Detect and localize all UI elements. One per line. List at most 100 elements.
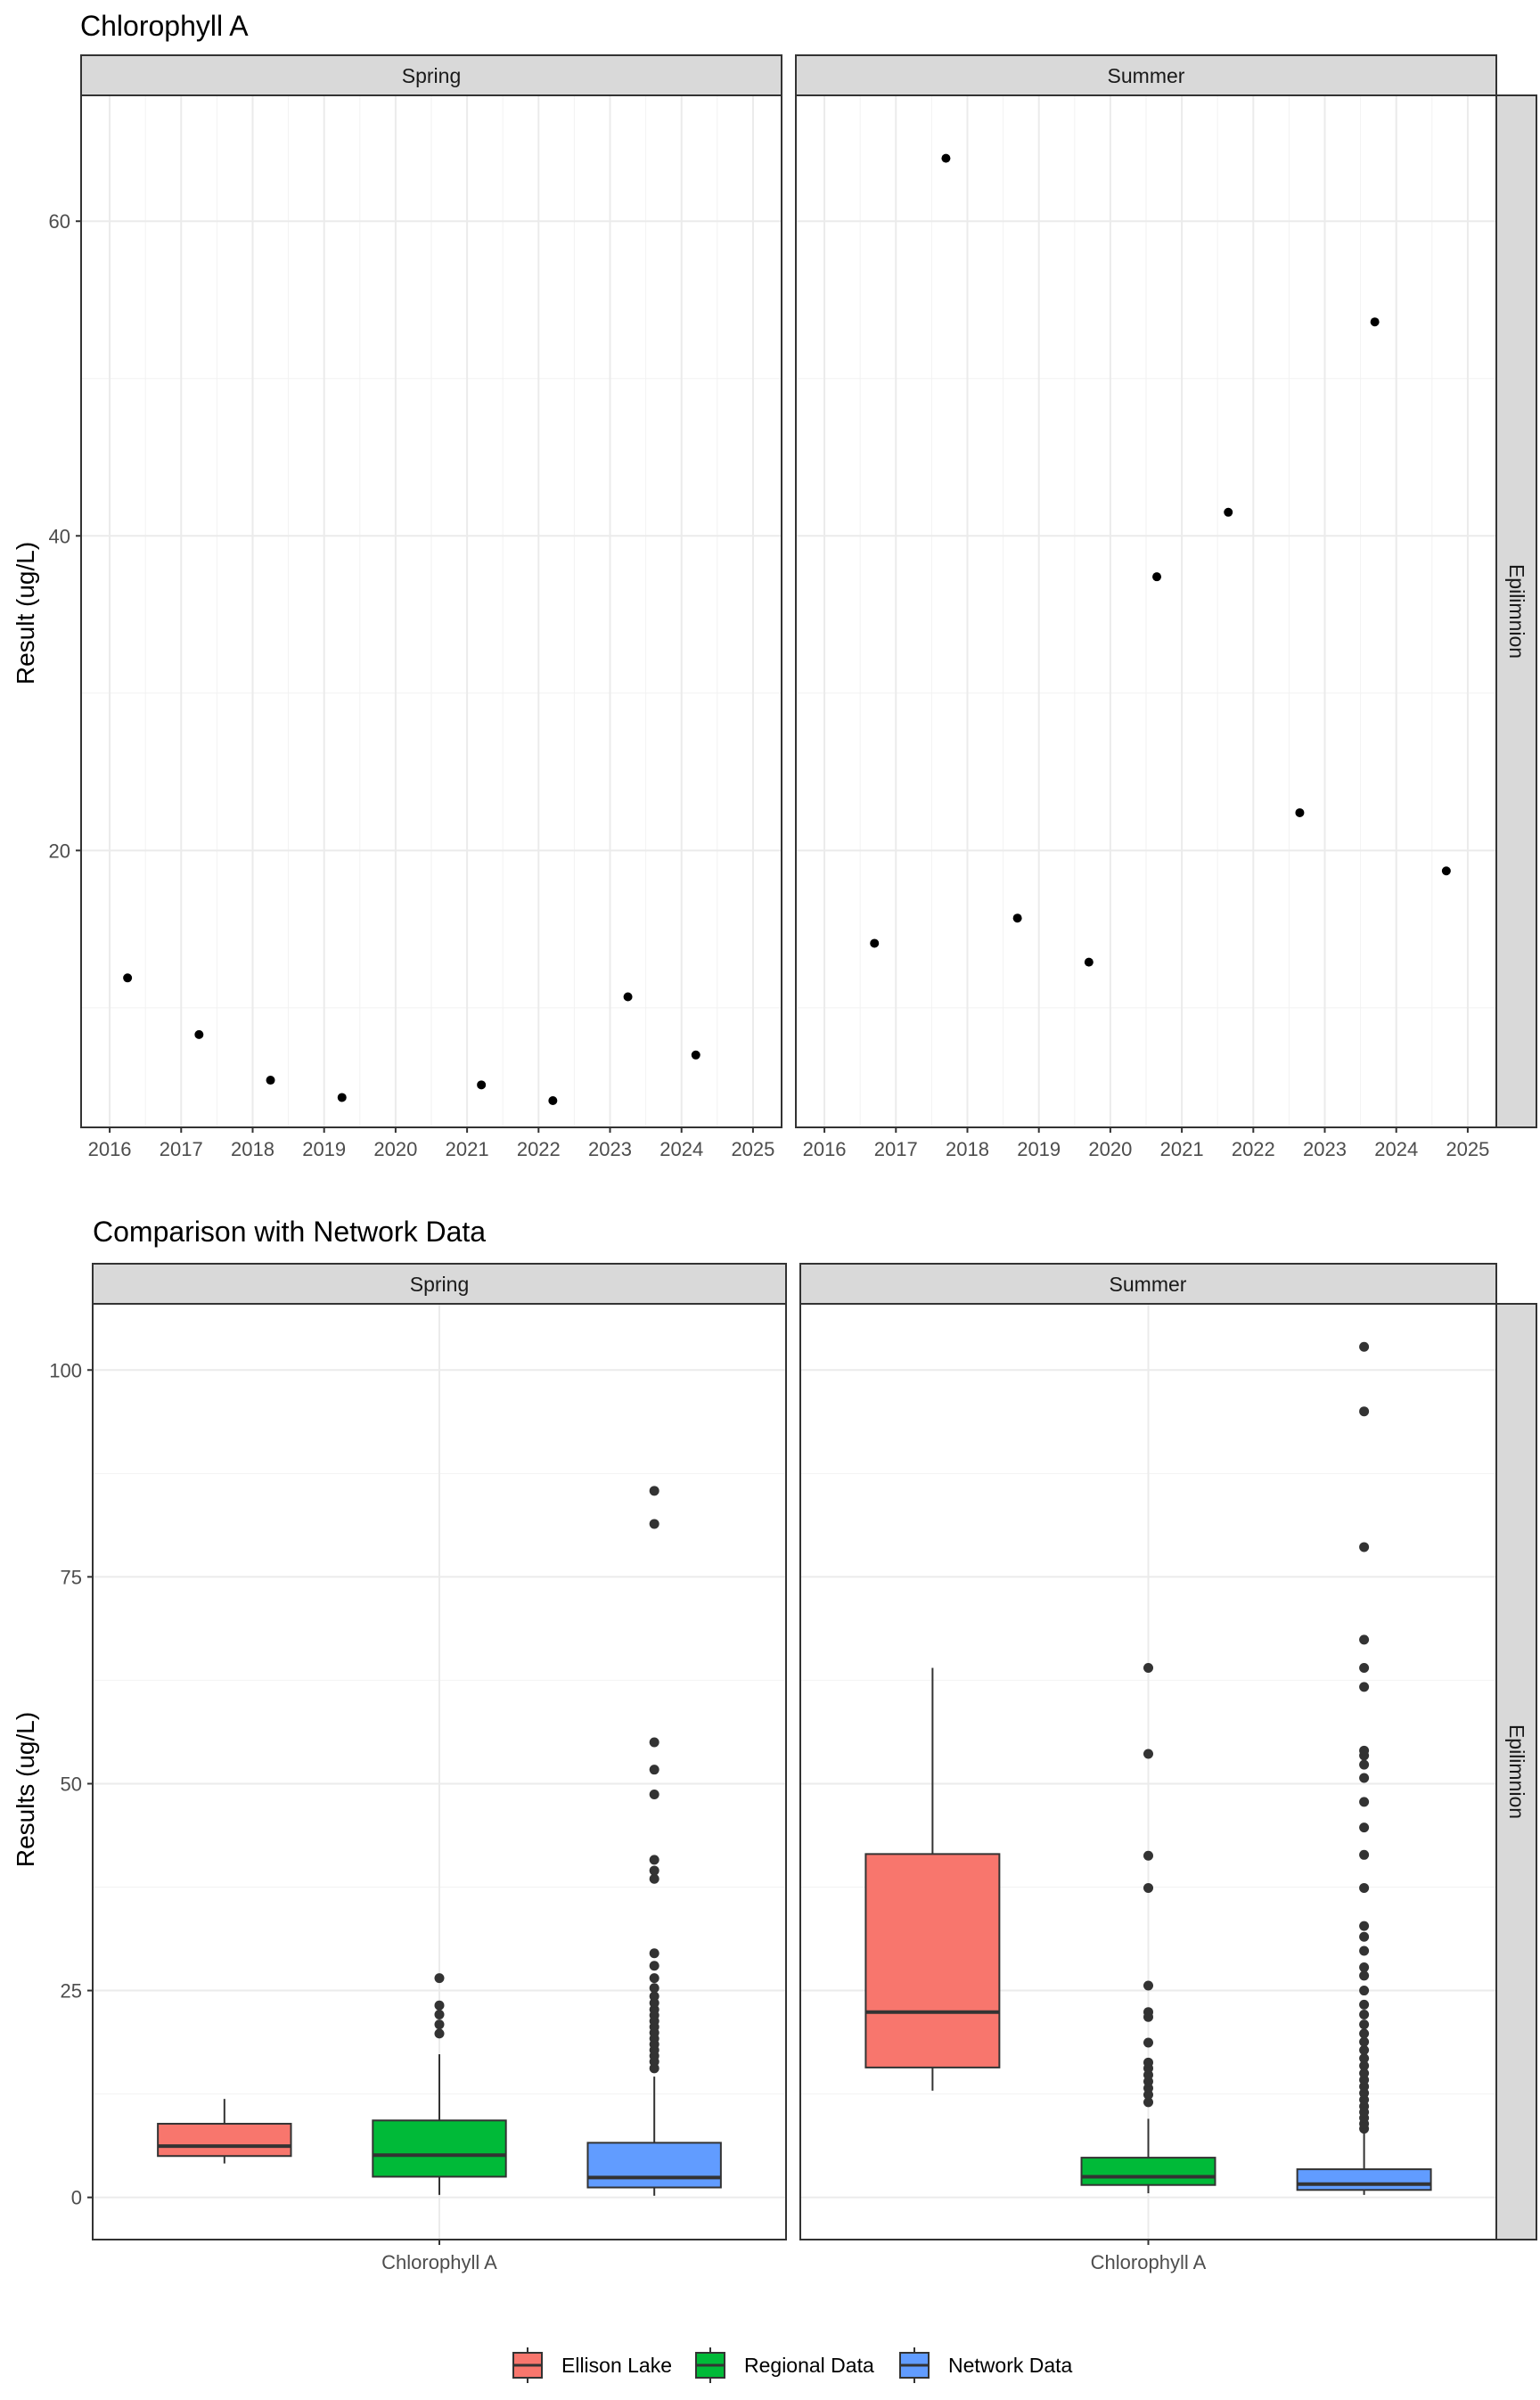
outlier-point <box>649 1486 659 1496</box>
outlier-point <box>1359 1745 1370 1756</box>
x-tick-label: 2020 <box>373 1138 417 1160</box>
outlier-point <box>649 1873 659 1884</box>
x-tick-label: Chlorophyll A <box>1091 2251 1207 2273</box>
box-iqr <box>157 2123 292 2158</box>
outlier-point <box>1359 1797 1370 1807</box>
y-axis-title-top: Result (ug/L) <box>12 542 39 684</box>
outlier-point <box>649 1948 659 1959</box>
outlier-point <box>1359 1634 1370 1645</box>
outlier-point <box>649 1790 659 1800</box>
data-point <box>477 1080 487 1090</box>
outlier-point <box>434 1973 445 1984</box>
x-tick-label: 2023 <box>588 1138 632 1160</box>
outlier-point <box>1359 1759 1370 1770</box>
outlier-point <box>434 2009 445 2019</box>
outlier-point <box>1359 2019 1370 2030</box>
x-tick-label: 2024 <box>1374 1138 1418 1160</box>
outlier-point <box>1359 1682 1370 1692</box>
box-panel-spring: Chlorophyll A 0 25 50 75 100 <box>49 1303 787 2273</box>
legend-item-regional-data: Regional Data <box>695 2347 874 2383</box>
box-network-data <box>586 1486 722 2196</box>
outlier-point <box>1359 2036 1370 2047</box>
x-tick-label: 2017 <box>160 1138 203 1160</box>
outlier-point <box>1143 2097 1153 2108</box>
x-tick-label: 2018 <box>231 1138 274 1160</box>
y-tick-label: 75 <box>61 1566 82 1588</box>
x-tick-label: 2020 <box>1088 1138 1132 1160</box>
outlier-point <box>1359 1962 1370 1973</box>
y-tick-label: 20 <box>49 840 70 862</box>
x-tick-label: 2025 <box>1446 1138 1489 1160</box>
outlier-point <box>1143 1850 1153 1861</box>
x-tick-label: 2016 <box>88 1138 132 1160</box>
x-tick-label: 2018 <box>946 1138 989 1160</box>
legend-label-network-data: Network Data <box>948 2354 1073 2377</box>
data-point <box>1295 807 1305 817</box>
box-regional-data <box>372 1973 507 2195</box>
outlier-point <box>1143 1980 1153 1991</box>
scatter-panels: 2016 2017 2018 2019 2020 2021 2022 2023 2024 2025… <box>49 94 1497 1160</box>
outlier-point <box>1359 1970 1370 1981</box>
outlier-point <box>649 1991 659 2002</box>
panel-border <box>795 94 1497 1128</box>
strip-label-spring-top: Spring <box>402 64 461 87</box>
data-point <box>691 1050 700 1060</box>
outlier-point <box>649 1519 659 1529</box>
legend: Ellison Lake Regional Data Network Data <box>512 2347 1073 2383</box>
box-panel-summer: Chlorophyll A <box>799 1303 1497 2273</box>
data-point <box>870 938 880 948</box>
data-point <box>123 973 133 983</box>
outlier-point <box>1359 1823 1370 1833</box>
x-tick-label: 2022 <box>517 1138 561 1160</box>
x-tick-label: 2022 <box>1232 1138 1275 1160</box>
box-iqr <box>1080 2157 1216 2186</box>
outlier-point <box>649 1865 659 1876</box>
box-iqr <box>1296 2168 1432 2191</box>
panel-border <box>80 94 782 1128</box>
chart-title-bottom: Comparison with Network Data <box>93 1216 486 1248</box>
box-iqr <box>586 2142 722 2189</box>
y-tick-label: 0 <box>71 2187 82 2209</box>
outlier-point <box>1359 2028 1370 2039</box>
outlier-point <box>1359 2009 1370 2019</box>
outlier-point <box>1359 1931 1370 1942</box>
outlier-point <box>434 2028 445 2039</box>
data-point <box>1441 866 1451 876</box>
outlier-point <box>1143 1749 1153 1759</box>
scatter-panel-summer: 2016 2017 2018 2019 2020 2021 2022 2023 2024 2025 <box>795 94 1497 1160</box>
data-point <box>1012 913 1022 923</box>
data-point <box>266 1076 275 1085</box>
data-point <box>623 992 633 1002</box>
outlier-point <box>1359 1999 1370 2010</box>
strip-summer-top <box>795 54 1497 96</box>
legend-item-ellison-lake: Ellison Lake <box>512 2347 672 2383</box>
outlier-point <box>1359 1849 1370 1860</box>
data-point <box>1152 572 1162 582</box>
outlier-point <box>1143 2057 1153 2068</box>
outlier-point <box>1359 2068 1370 2078</box>
strip-label-summer-top: Summer <box>1108 64 1185 87</box>
outlier-point <box>649 1973 659 1984</box>
box-ellison-lake <box>157 2099 292 2164</box>
boxplot-panels: Chlorophyll A 0 25 50 75 100 Chlorophyll A <box>49 1303 1497 2273</box>
data-point <box>548 1095 558 1105</box>
outlier-point <box>649 1737 659 1748</box>
outlier-point <box>1359 1945 1370 1956</box>
data-point <box>1224 507 1233 517</box>
y-axis-title-bottom: Results (ug/L) <box>12 1712 39 1867</box>
outlier-point <box>434 2000 445 2011</box>
outlier-point <box>1359 1341 1370 1352</box>
x-tick-label: 2025 <box>731 1138 774 1160</box>
box-network-data <box>1296 1341 1432 2195</box>
outlier-point <box>1143 1662 1153 1673</box>
x-tick-label: Chlorophyll A <box>381 2251 497 2273</box>
outlier-point <box>1359 1921 1370 1931</box>
strip-spring-bottom <box>92 1263 787 1305</box>
data-point <box>1370 317 1380 327</box>
outlier-point <box>1359 2060 1370 2071</box>
outlier-point <box>434 2019 445 2030</box>
outlier-point <box>1143 2007 1153 2018</box>
legend-item-network-data: Network Data <box>899 2347 1073 2383</box>
y-tick-label: 25 <box>61 1980 82 2003</box>
y-tick-label: 40 <box>49 525 70 547</box>
